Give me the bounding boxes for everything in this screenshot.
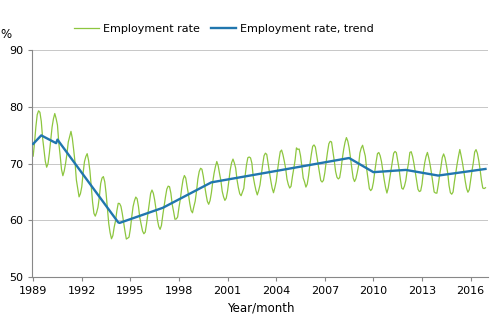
Employment rate, trend: [117, 221, 123, 225]
Employment rate, trend: [30, 142, 36, 146]
Employment rate, trend: [483, 167, 489, 171]
Text: %: %: [0, 28, 11, 42]
Employment rate: [403, 179, 409, 182]
Employment rate: [37, 110, 43, 114]
Line: Employment rate, trend: Employment rate, trend: [33, 135, 486, 223]
Legend: Employment rate, Employment rate, trend: Employment rate, Employment rate, trend: [75, 24, 374, 34]
Employment rate: [30, 154, 36, 158]
Employment rate: [124, 237, 129, 241]
Employment rate: [483, 186, 489, 190]
Employment rate, trend: [39, 133, 44, 137]
Employment rate, trend: [408, 169, 414, 173]
Employment rate, trend: [36, 136, 41, 140]
Employment rate, trend: [133, 215, 139, 219]
Employment rate: [287, 186, 292, 190]
Employment rate, trend: [287, 167, 292, 171]
Employment rate: [168, 191, 174, 195]
Employment rate, trend: [168, 202, 174, 205]
Employment rate: [36, 109, 41, 113]
Employment rate, trend: [403, 168, 409, 172]
X-axis label: Year/month: Year/month: [227, 301, 294, 315]
Line: Employment rate: Employment rate: [33, 111, 486, 239]
Employment rate: [133, 195, 139, 199]
Employment rate: [408, 150, 414, 154]
